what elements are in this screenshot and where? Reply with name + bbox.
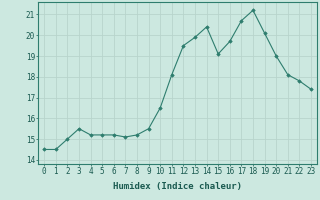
X-axis label: Humidex (Indice chaleur): Humidex (Indice chaleur) — [113, 182, 242, 191]
